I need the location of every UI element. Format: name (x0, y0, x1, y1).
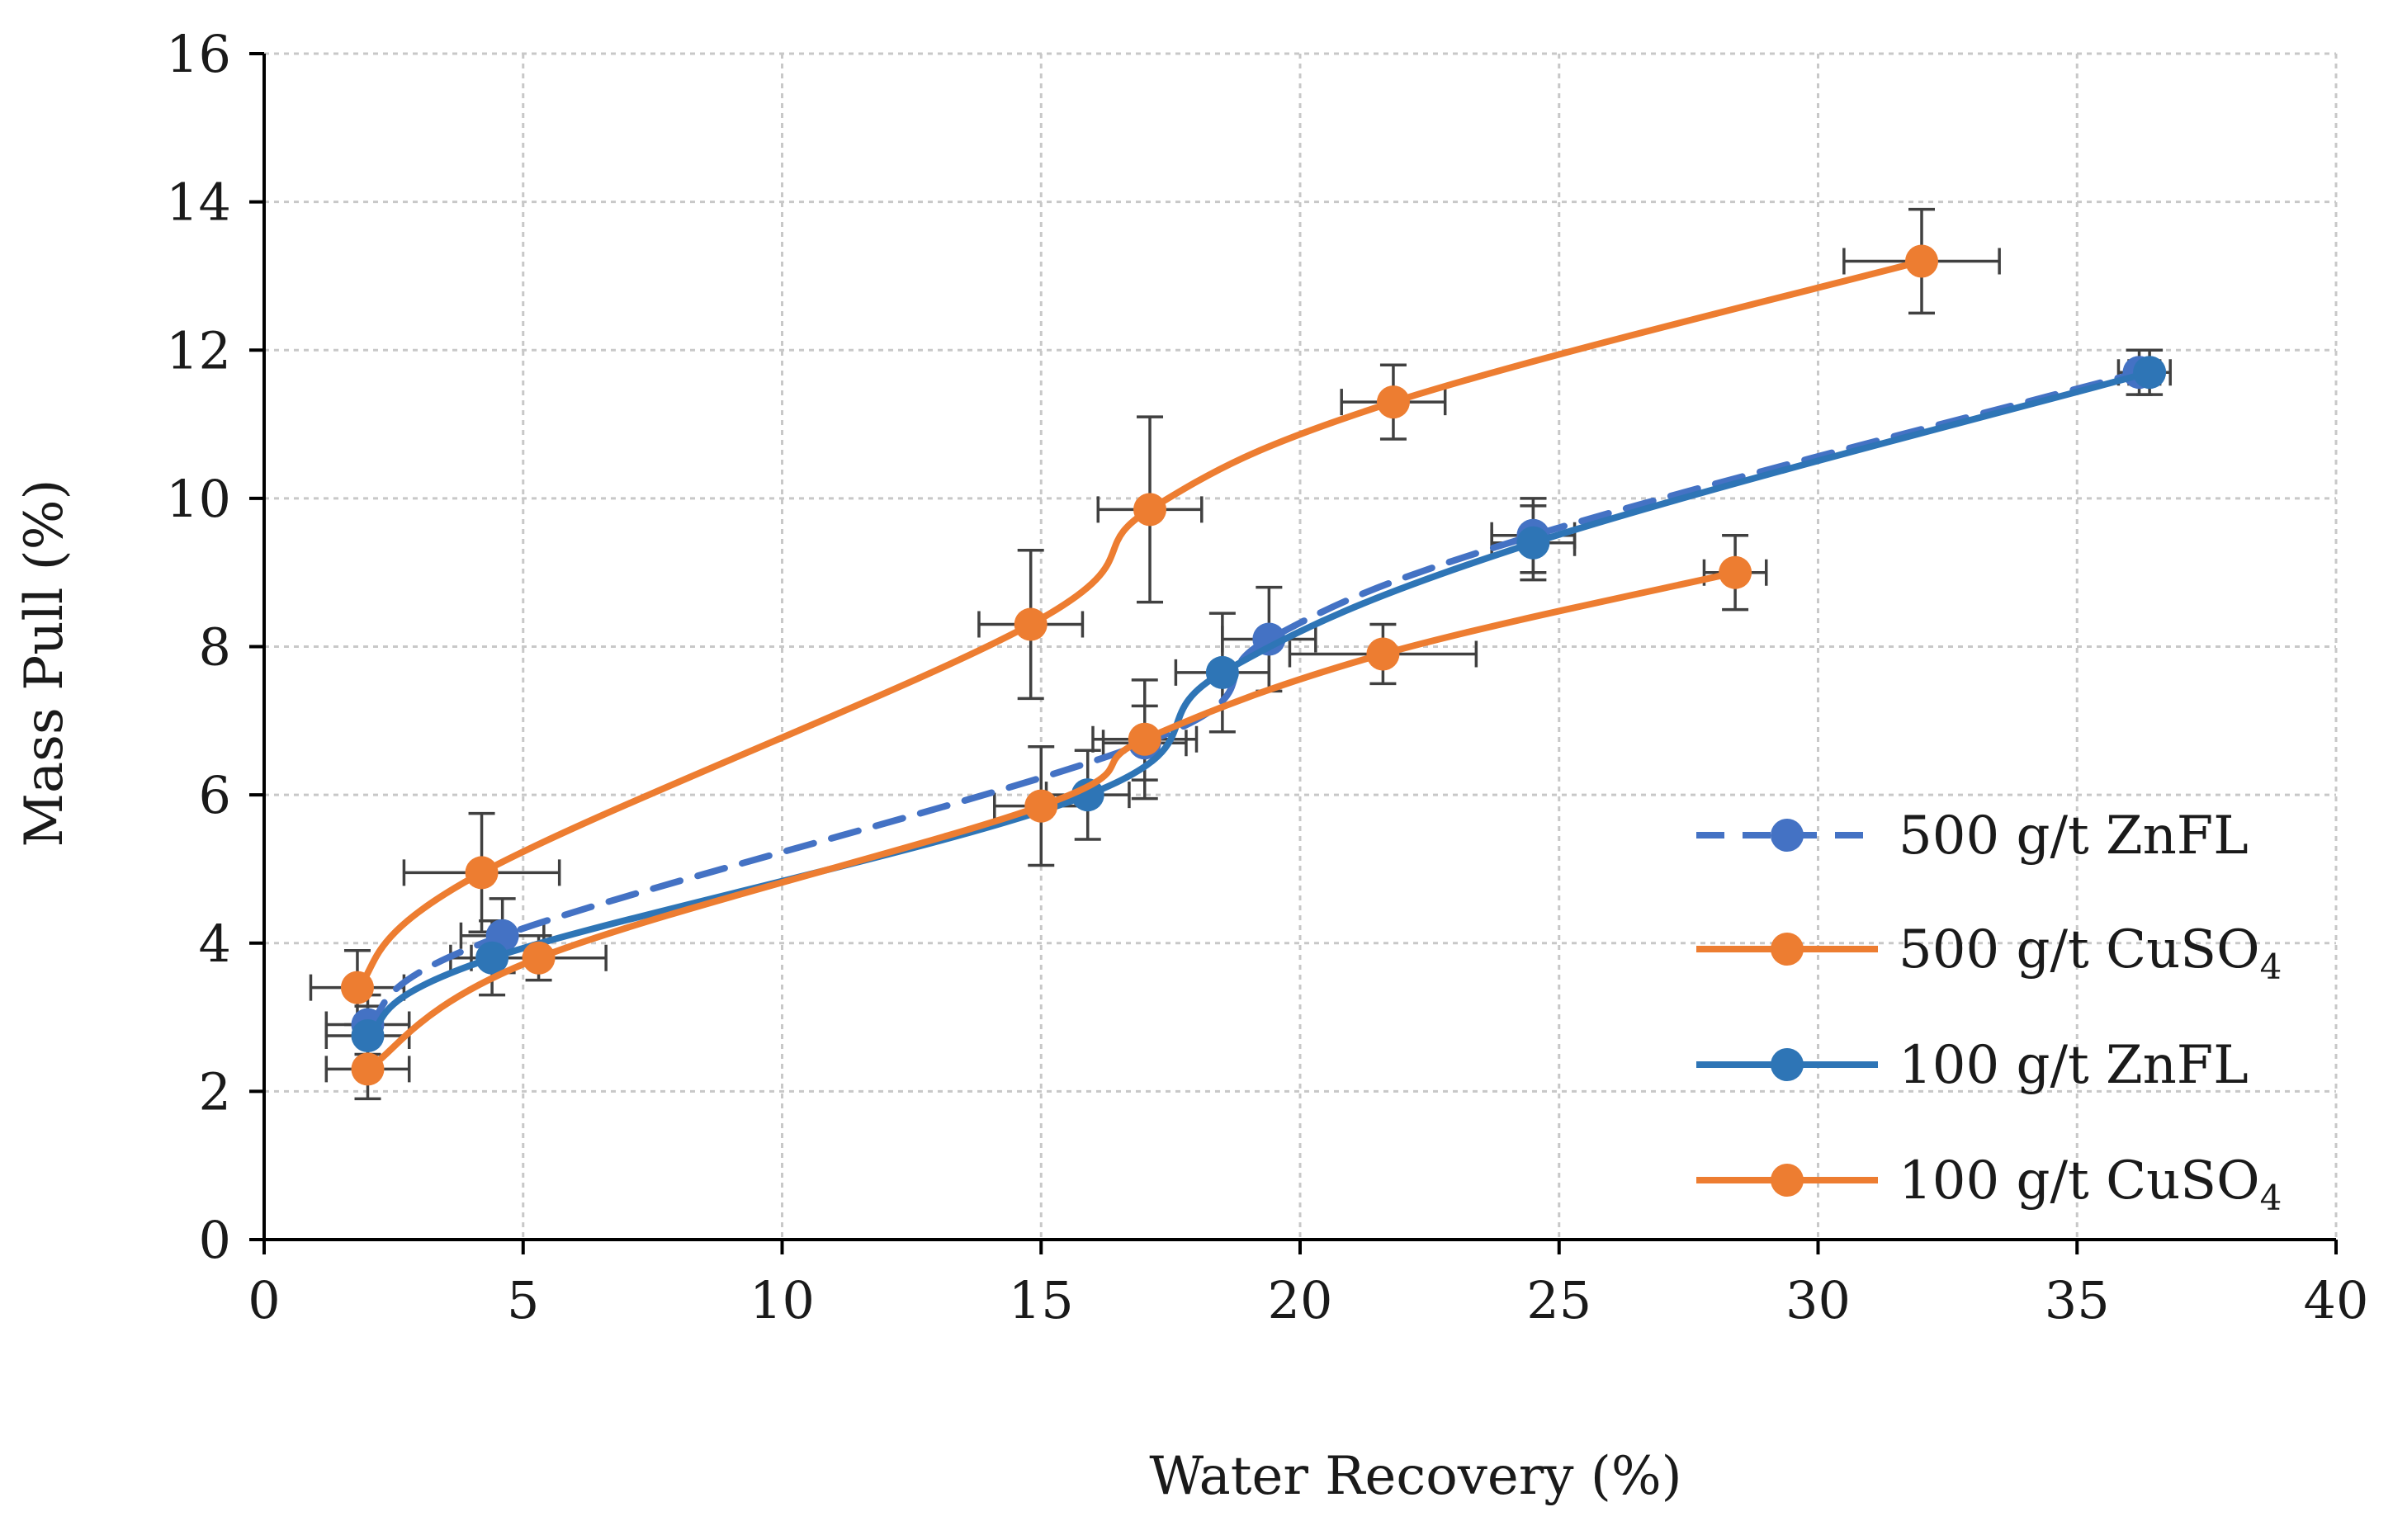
data-point (1376, 385, 1410, 419)
y-tick-label: 2 (199, 1061, 231, 1122)
legend-label-text: 100 g/t CuSO (1899, 1150, 2260, 1212)
y-axis-title: Mass Pull (%) (14, 479, 75, 847)
data-point (1071, 778, 1104, 812)
data-point (340, 971, 374, 1004)
y-tick-label: 14 (166, 172, 231, 233)
series-line (353, 257, 1925, 991)
x-tick-label: 40 (2304, 1270, 2369, 1330)
x-tick-label: 15 (1009, 1270, 1074, 1330)
data-point (1366, 637, 1400, 671)
legend-label: 100 g/t CuSO4 (1899, 1150, 2282, 1218)
data-point (1516, 526, 1550, 560)
tick-label-layer: 0 5 10 15 20 25 30 35 40 0 2 4 6 8 10 12 14 16 (166, 24, 2368, 1330)
data-point (1014, 607, 1048, 641)
legend-label-text: 500 g/t CuSO (1899, 919, 2260, 980)
legend-label-subscript: 4 (2260, 947, 2282, 987)
data-point (1128, 722, 1161, 756)
x-tick-label: 20 (1268, 1270, 1333, 1330)
data-point (1133, 493, 1167, 527)
x-tick-label: 35 (2045, 1270, 2110, 1330)
y-tick-label: 0 (199, 1210, 231, 1270)
legend-label: 500 g/t ZnFL (1899, 805, 2249, 867)
legend-label: 500 g/t CuSO4 (1899, 919, 2282, 987)
y-tick-label: 8 (199, 617, 231, 678)
data-point (1719, 555, 1752, 589)
data-point (1024, 789, 1058, 823)
legend-label: 100 g/t ZnFL (1899, 1035, 2249, 1096)
y-tick-label: 4 (199, 914, 231, 974)
data-point (475, 941, 509, 975)
y-tick-label: 16 (166, 24, 231, 84)
legend-label-subscript: 4 (2260, 1178, 2282, 1218)
grid-layer (264, 52, 2338, 1240)
series-layer (340, 244, 2167, 1086)
y-tick-label: 6 (199, 765, 231, 825)
data-point (465, 856, 499, 890)
x-tick-label: 0 (248, 1270, 280, 1330)
data-point (1905, 244, 1938, 278)
data-point (1205, 655, 1239, 689)
legend-label-text: 100 g/t ZnFL (1899, 1035, 2249, 1096)
data-point (2133, 356, 2167, 390)
x-tick-label: 25 (1526, 1270, 1591, 1330)
error-bar-layer (309, 207, 2172, 1101)
legend-marker (1771, 1048, 1804, 1081)
y-tick-label: 12 (166, 320, 231, 380)
series-line (364, 369, 2154, 1040)
x-tick-label: 10 (750, 1270, 815, 1330)
x-tick-label: 5 (507, 1270, 539, 1330)
data-point (522, 941, 556, 975)
x-tick-label: 30 (1785, 1270, 1851, 1330)
legend-label-text: 500 g/t ZnFL (1899, 805, 2249, 867)
data-point (351, 1019, 385, 1053)
data-point (351, 1052, 385, 1086)
legend-marker (1771, 1164, 1804, 1197)
legend-marker (1771, 819, 1804, 852)
legend-marker (1771, 933, 1804, 966)
x-axis-title: Water Recovery (%) (1149, 1446, 1681, 1507)
y-tick-label: 10 (166, 469, 231, 529)
axes-layer (249, 52, 2338, 1254)
data-point (1252, 622, 1286, 656)
